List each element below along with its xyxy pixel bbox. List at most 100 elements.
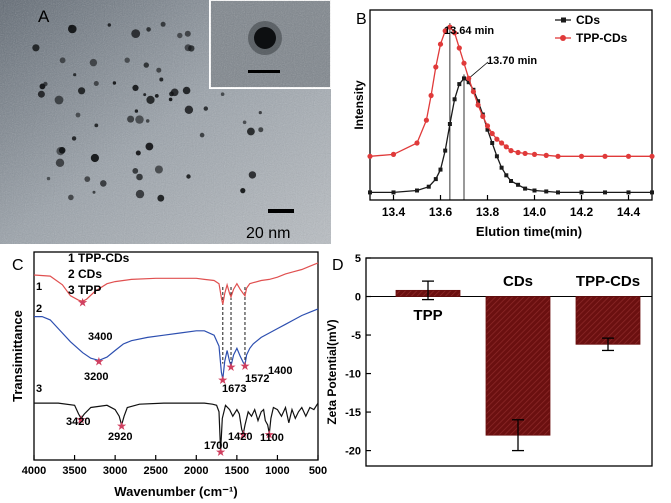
panel-d-y-tick-label: -15 xyxy=(345,407,361,419)
nanoparticle-dot xyxy=(145,119,150,123)
panel-b-point xyxy=(415,188,419,193)
panel-b-point xyxy=(368,190,372,195)
panel-b-point xyxy=(499,165,504,170)
nanoparticle-dot xyxy=(258,111,262,115)
nanoparticle-dot xyxy=(78,87,86,95)
nanoparticle-dot xyxy=(146,27,151,32)
panel-c-peak-star: ★ xyxy=(264,428,275,442)
panel-b-point xyxy=(466,75,472,81)
panel-b-point xyxy=(447,24,453,30)
nanoparticle-dot xyxy=(170,88,179,97)
nanoparticle-dot xyxy=(32,44,40,52)
panel-c-legend-entry: 3 TPP xyxy=(68,283,101,297)
panel-b-series-line-tpp-cds xyxy=(369,26,652,157)
panel-b-point xyxy=(578,153,585,159)
nanoparticle-dot xyxy=(177,32,183,39)
nanoparticle-dot xyxy=(94,123,99,128)
panel-b-point xyxy=(650,190,654,195)
panel-b-x-tick-label: 13.8 xyxy=(476,205,500,219)
panel-d-y-tick-label: -5 xyxy=(351,330,361,342)
panel-d-y-tick-label: 5 xyxy=(355,253,361,265)
nanoparticle-dot xyxy=(186,174,191,179)
nanoparticle-dot xyxy=(59,57,66,64)
nanoparticle-dot xyxy=(75,112,81,118)
panel-c-peak-star: ★ xyxy=(76,412,87,426)
panel-b-point xyxy=(602,153,608,159)
panel-c-peak-star: ★ xyxy=(116,419,127,433)
panel-b-point xyxy=(489,130,495,137)
panel-b-xlabel: Elution time(min) xyxy=(476,224,582,239)
panel-b-point xyxy=(603,190,607,195)
panel-b-point xyxy=(625,153,632,159)
panel-b-point xyxy=(626,190,631,195)
nanoparticle-dot xyxy=(107,23,112,27)
panel-c-x-tick-label: 3000 xyxy=(103,465,127,477)
panel-c-x-tick-label: 2500 xyxy=(143,465,167,477)
nanoparticle-dot xyxy=(100,180,107,187)
panel-b-point xyxy=(433,177,438,182)
panel-c-peak-label: 1420 xyxy=(228,431,252,443)
panel-b-annotation-1: 13.64 min xyxy=(444,25,494,37)
nanoparticle-dot xyxy=(127,115,135,123)
panel-b-point xyxy=(503,144,509,150)
panel-b-point xyxy=(579,190,584,195)
nanoparticle-dot xyxy=(199,132,205,138)
panel-b-x-tick-label: 14.2 xyxy=(570,205,594,219)
nanoparticle-dots xyxy=(32,21,264,202)
panel-b-x-tick-label: 13.6 xyxy=(429,205,453,219)
panel-b-point xyxy=(543,152,549,158)
panel-c-spectrum-2 xyxy=(34,308,319,380)
panel-b-point xyxy=(485,127,490,132)
panel-c-peak-star: ★ xyxy=(77,295,88,309)
nanoparticle-dot xyxy=(156,67,162,73)
panel-c-letter: C xyxy=(12,257,24,274)
panel-b-point xyxy=(426,184,431,189)
panel-d-category-label: TPP-CDs xyxy=(576,273,640,290)
nanoparticle-dot xyxy=(54,95,64,105)
panel-d-category-label: CDs xyxy=(503,273,533,290)
panel-c-peak-star: ★ xyxy=(238,428,249,442)
trace-number-1: 1 xyxy=(36,281,42,293)
panel-b-x-tick-label: 13.4 xyxy=(382,205,406,219)
nanoparticle-dot xyxy=(247,127,255,136)
panel-b-legend-marker xyxy=(560,35,566,41)
nanoparticle-dot xyxy=(258,127,264,133)
panel-b-point xyxy=(438,167,443,172)
nanoparticle-dot xyxy=(135,189,145,199)
panel-c-peak-star: ★ xyxy=(217,373,228,387)
panel-b-point xyxy=(508,148,514,154)
panel-b-point xyxy=(442,28,448,34)
panel-c-peak-label: 1100 xyxy=(260,432,284,444)
panel-b-point xyxy=(515,149,521,156)
nanoparticle-dot xyxy=(71,136,77,141)
nanoparticle-dot xyxy=(143,93,147,97)
panel-d-ylabel: Zeta Potential(mV) xyxy=(325,319,339,424)
nanoparticle-dot xyxy=(58,147,66,154)
panel-b-point xyxy=(428,92,434,99)
panel-b-point xyxy=(504,173,509,178)
panel-d-y-tick-label: 0 xyxy=(355,292,361,304)
nanoparticle-dot xyxy=(89,58,98,67)
panel-c-spectrum-3 xyxy=(34,402,319,452)
panel-b-point xyxy=(456,45,462,51)
panel-b-point xyxy=(523,186,528,191)
panel-c-x-tick-label: 1500 xyxy=(225,465,249,477)
nanoparticle-dot xyxy=(131,29,141,38)
panel-b-point xyxy=(480,113,486,119)
scale-bar-label: 20 nm xyxy=(246,225,290,242)
nanoparticle-dot xyxy=(203,106,208,111)
panel-c-peak-label: 3420 xyxy=(66,416,90,428)
nanoparticle-dot xyxy=(92,190,96,194)
panel-d-y-tick-label: -20 xyxy=(345,446,361,458)
panel-d-letter: D xyxy=(332,257,344,274)
panel-a-tem-image xyxy=(0,0,331,244)
panel-c-x-tick-label: 1000 xyxy=(265,465,289,477)
nanoparticle-dot xyxy=(157,194,165,202)
nanoparticle-dot xyxy=(146,95,155,104)
panel-c-legend-entry: 1 TPP-CDs xyxy=(68,251,130,265)
panel-c-x-tick-label: 3500 xyxy=(62,465,86,477)
nanoparticle-dot xyxy=(154,94,159,98)
nanoparticle-dot xyxy=(134,109,139,113)
nanoparticle-dot xyxy=(135,115,144,124)
